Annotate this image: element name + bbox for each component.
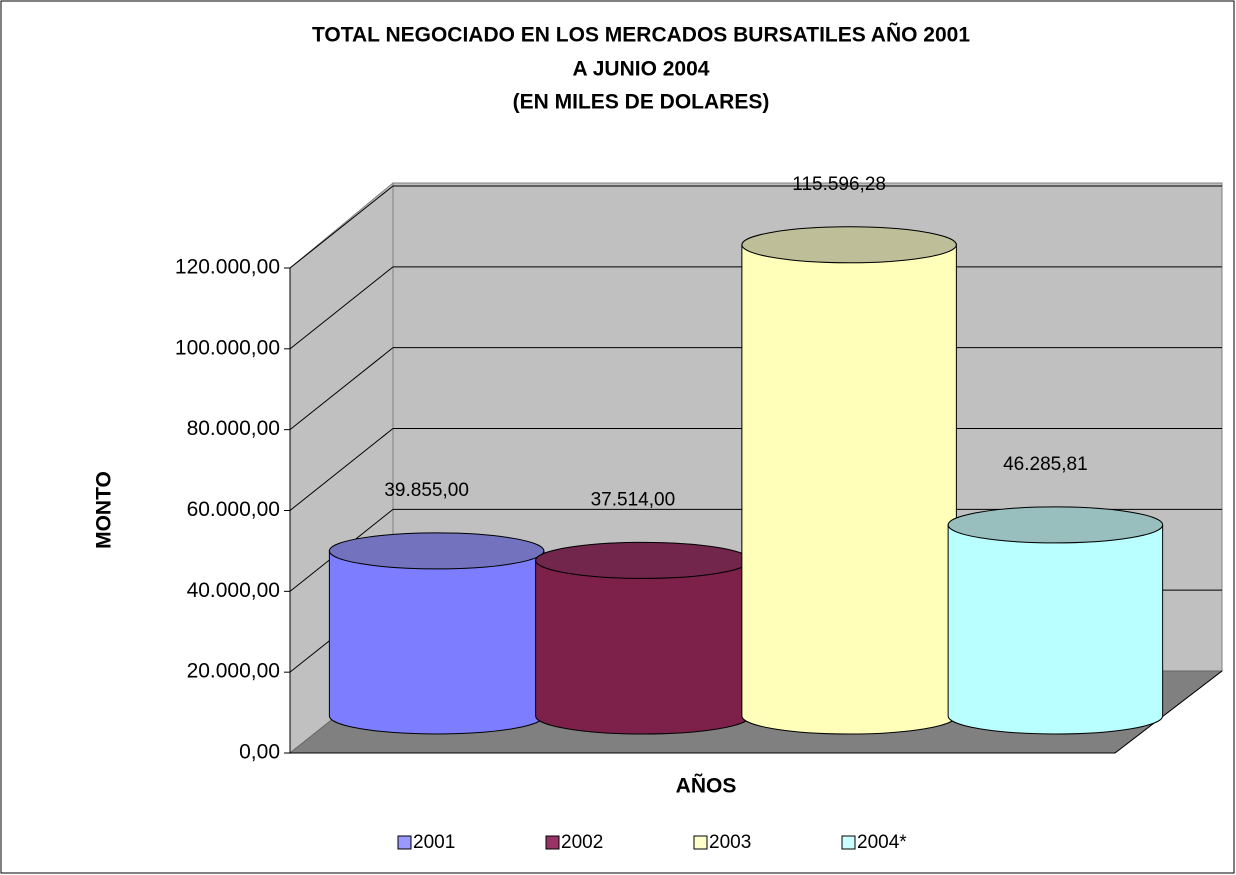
cylinder-shade	[948, 524, 1163, 734]
floor-edge	[1114, 670, 1223, 754]
x-axis-title: AÑOS	[676, 775, 737, 798]
grid-line	[289, 185, 394, 269]
legend-label: 2001	[413, 832, 455, 853]
data-label: 115.596,28	[792, 174, 886, 195]
y-tick-label: 0,00	[239, 741, 280, 764]
grid-line	[289, 428, 394, 511]
cylinder-shade	[741, 244, 957, 734]
cylinder-top	[947, 506, 1164, 544]
cylinder-top-shade	[947, 506, 1164, 544]
y-axis-title: MONTO	[93, 471, 116, 549]
cylinder	[947, 506, 1164, 735]
data-label: 46.285,81	[1003, 454, 1088, 475]
grid-line	[289, 347, 394, 431]
cylinder	[535, 541, 751, 735]
cylinder	[741, 226, 957, 735]
cylinder	[328, 532, 545, 735]
legend-label: 2004*	[857, 832, 907, 853]
y-tick-label: 120.000,00	[175, 256, 280, 279]
legend-label: 2003	[709, 832, 751, 853]
legend-swatch	[841, 835, 856, 850]
legend-swatch	[397, 835, 412, 850]
data-label: 37.514,00	[591, 489, 676, 510]
cylinder-top-shade	[328, 532, 545, 570]
legend-swatch	[693, 835, 708, 850]
cylinder-top-shade	[741, 226, 957, 264]
legend-label: 2002	[561, 832, 603, 853]
cylinder-top-shade	[535, 541, 751, 579]
legend-swatch	[545, 835, 560, 850]
y-tick-label: 60.000,00	[187, 498, 280, 521]
y-tick-label: 100.000,00	[175, 336, 280, 359]
data-label: 39.855,00	[384, 480, 469, 501]
chart-title: (EN MILES DE DOLARES)	[513, 91, 770, 114]
y-tick-label: 20.000,00	[187, 660, 280, 683]
grid-line	[289, 266, 394, 350]
cylinder-shade	[535, 560, 751, 734]
y-tick-label: 80.000,00	[187, 417, 280, 440]
cylinder-top	[328, 532, 545, 570]
cylinder-shade	[329, 550, 544, 734]
cylinder-top	[741, 226, 957, 264]
chart-title: A JUNIO 2004	[573, 58, 710, 81]
y-tick-label: 40.000,00	[187, 579, 280, 602]
chart-title: TOTAL NEGOCIADO EN LOS MERCADOS BURSATIL…	[312, 24, 970, 47]
